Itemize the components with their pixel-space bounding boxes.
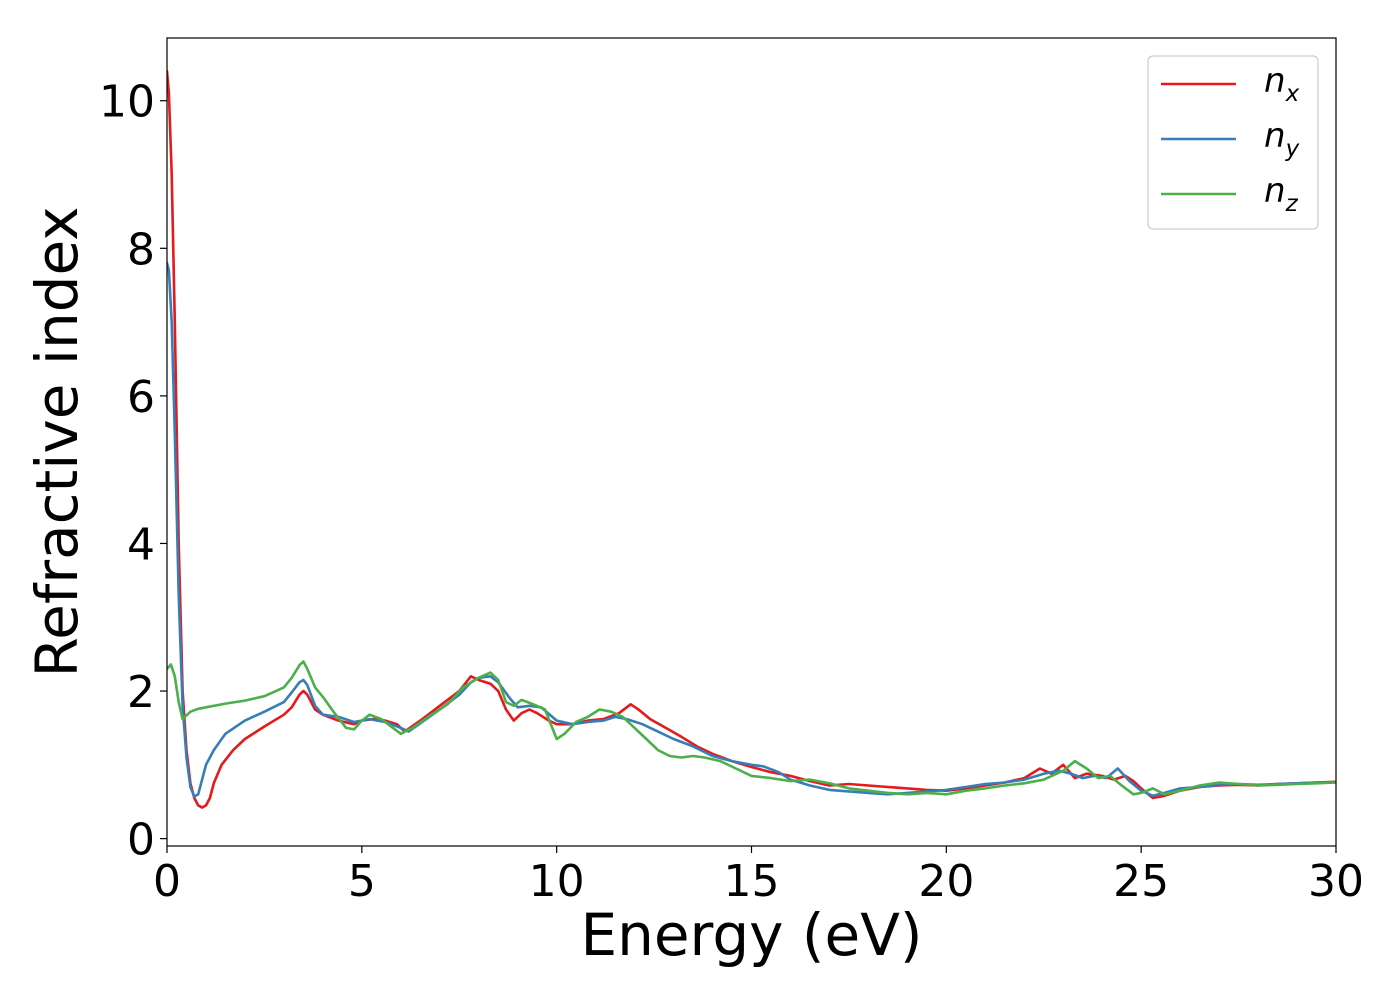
x-tick-label: 30	[1308, 856, 1364, 907]
legend-label-nx: nx	[1264, 61, 1300, 107]
legend-box	[1147, 55, 1319, 230]
y-tick-label: 0	[127, 815, 155, 866]
y-tick-label: 10	[99, 77, 155, 128]
y-tick-label: 8	[127, 224, 155, 275]
series-layer	[167, 69, 1336, 809]
x-axis: 0 5 10 15 20 25 30	[153, 846, 1364, 907]
legend-label-nz: nz	[1264, 171, 1299, 217]
x-tick-label: 5	[348, 856, 376, 907]
legend-label-ny: ny	[1264, 116, 1300, 162]
y-tick-label: 4	[127, 519, 155, 570]
y-tick-label: 6	[127, 372, 155, 423]
y-tick-label: 2	[127, 667, 155, 718]
x-axis-title: Energy (eV)	[580, 901, 922, 969]
y-axis: 0 2 4 6 8 10	[99, 77, 167, 866]
legend: nx ny nz	[1147, 55, 1319, 230]
series-line-nz	[167, 660, 1336, 796]
x-tick-label: 10	[529, 856, 585, 907]
x-tick-label: 0	[153, 856, 181, 907]
x-tick-label: 25	[1113, 856, 1169, 907]
y-axis-title: Refractive index	[23, 206, 91, 677]
x-tick-label: 20	[918, 856, 974, 907]
x-tick-label: 15	[724, 856, 780, 907]
